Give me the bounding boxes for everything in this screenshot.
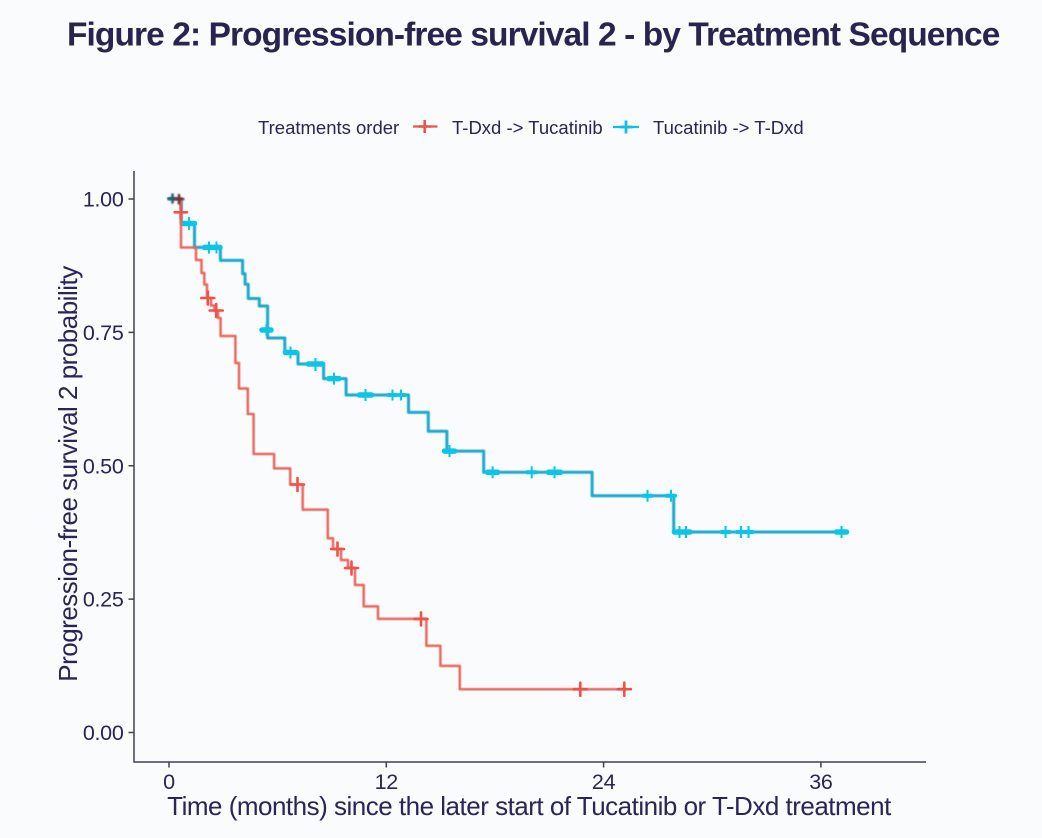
- svg-text:0: 0: [163, 770, 175, 794]
- svg-text:Progression-free survival 2 pr: Progression-free survival 2 probability: [53, 266, 83, 682]
- svg-text:1.00: 1.00: [83, 188, 124, 212]
- svg-text:0.25: 0.25: [83, 588, 124, 612]
- svg-text:Tucatinib -> T-Dxd: Tucatinib -> T-Dxd: [653, 117, 804, 138]
- svg-text:36: 36: [809, 770, 833, 794]
- svg-text:24: 24: [592, 770, 616, 794]
- svg-text:0.00: 0.00: [83, 721, 124, 745]
- svg-text:0.75: 0.75: [83, 321, 124, 345]
- svg-text:T-Dxd -> Tucatinib: T-Dxd -> Tucatinib: [452, 117, 603, 138]
- svg-text:12: 12: [375, 770, 398, 794]
- svg-text:Figure 2: Progression-free sur: Figure 2: Progression-free survival 2 - …: [67, 16, 1000, 53]
- svg-text:0.50: 0.50: [83, 454, 124, 478]
- svg-text:Treatments order: Treatments order: [258, 117, 399, 138]
- svg-text:Time (months) since the later: Time (months) since the later start of T…: [167, 791, 892, 821]
